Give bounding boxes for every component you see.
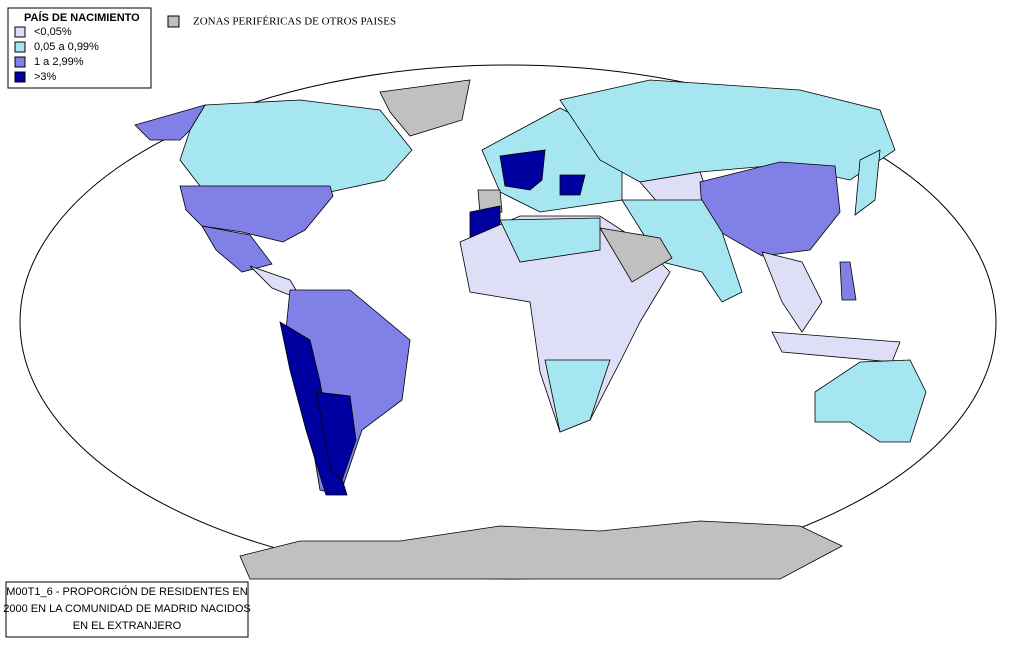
argentina — [315, 391, 357, 481]
caption-line: EN EL EXTRANJERO — [73, 620, 182, 632]
legend-swatch — [14, 71, 26, 83]
romania — [559, 174, 586, 196]
caption-line: M00T1_6 - PROPORCIÓN DE RESIDENTES EN — [6, 585, 247, 598]
arabia — [599, 227, 673, 283]
other-zones-swatch — [167, 15, 180, 28]
caption-box — [5, 581, 249, 638]
legend-label: 0,05 a 0,99% — [34, 41, 99, 53]
legend-swatch — [14, 56, 26, 68]
legend-label: <0,05% — [34, 26, 72, 38]
usa — [179, 185, 334, 243]
legend-box — [7, 7, 152, 89]
caption-line: 2000 EN LA COMUNIDAD DE MADRID NACIDOS — [3, 603, 251, 615]
alaska — [134, 104, 206, 141]
africa — [459, 215, 671, 433]
other-zones-label: ZONAS PERIFÉRICAS DE OTROS PAISES — [193, 16, 396, 28]
canada — [179, 99, 413, 197]
australia — [814, 359, 927, 443]
north-africa — [499, 217, 601, 263]
southeast-asia — [761, 251, 823, 333]
japan — [854, 149, 881, 216]
caption: M00T1_6 - PROPORCIÓN DE RESIDENTES EN 200… — [3, 585, 251, 632]
southern-africa — [544, 359, 611, 433]
russia — [559, 79, 896, 183]
legend-items: <0,05% 0,05 a 0,99% 1 a 2,99% >3% — [14, 26, 99, 83]
legend-label: >3% — [34, 71, 57, 83]
antarctica — [239, 520, 843, 580]
philippines — [839, 261, 857, 301]
legend-swatch — [14, 26, 26, 38]
legend-swatch — [14, 41, 26, 53]
land — [134, 79, 927, 580]
legend-label: 1 a 2,99% — [34, 56, 84, 68]
mexico — [201, 225, 273, 273]
greenland — [379, 79, 471, 137]
france-germany — [499, 149, 546, 191]
legend-title: PAÍS DE NACIMIENTO — [24, 11, 140, 24]
